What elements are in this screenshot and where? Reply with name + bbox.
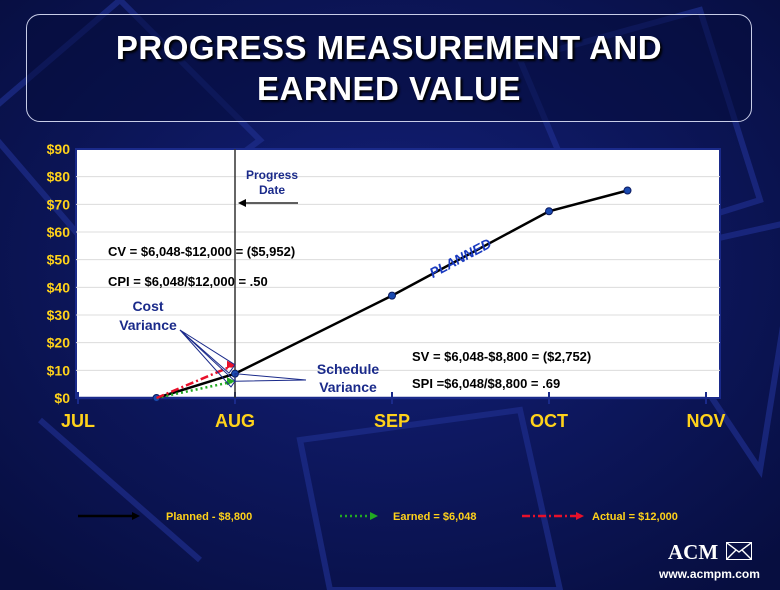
schedule-variance-label: Schedule [317, 361, 379, 377]
acm-logo-text: ACM [668, 540, 719, 564]
y-tick-label: $80 [47, 169, 71, 185]
cost-variance-label: Cost [132, 298, 163, 314]
progress-date-label: Date [259, 183, 285, 197]
series-line-dashdot [156, 363, 236, 400]
cost-variance-label: Variance [119, 317, 177, 333]
planned-data-point [388, 291, 396, 300]
y-tick-label: $50 [47, 252, 71, 268]
progress-date-arrowhead [238, 199, 246, 207]
series-arrowhead [227, 377, 235, 386]
y-tick-label: $40 [47, 279, 71, 295]
legend-swatch-arrow [576, 512, 584, 520]
y-tick-label: $30 [47, 307, 71, 323]
spi-formula: SPI =$6,048/$8,800 = .69 [412, 376, 560, 391]
cost-variance-callout [179, 329, 236, 374]
legend-label: Earned = $6,048 [393, 511, 476, 523]
y-tick-label: $0 [54, 390, 70, 406]
acm-logo: ACM [668, 540, 753, 565]
schedule-variance-label: Variance [319, 379, 377, 395]
planned-data-point [545, 207, 553, 216]
y-tick-label: $70 [47, 196, 71, 212]
cost-variance-callout [179, 329, 236, 388]
title-banner: PROGRESS MEASUREMENT AND EARNED VALUE [26, 14, 752, 122]
progress-date-label: Progress [246, 168, 298, 182]
x-tick-label: SEP [374, 411, 410, 431]
x-tick-label: OCT [530, 411, 568, 431]
schedule-variance-callout [234, 373, 307, 382]
slide-title-line-2: EARNED VALUE [257, 70, 521, 107]
series-line-dotted [156, 380, 236, 400]
legend-swatch-arrow [132, 512, 140, 520]
slide-title-line-1: PROGRESS MEASUREMENT AND [115, 29, 663, 66]
x-tick-label: AUG [215, 411, 255, 431]
cpi-formula: CPI = $6,048/$12,000 = .50 [108, 274, 268, 289]
y-tick-label: $20 [47, 335, 71, 351]
series-arrowhead [227, 360, 235, 369]
sv-formula: SV = $6,048-$8,800 = ($2,752) [412, 349, 591, 364]
cv-formula: CV = $6,048-$12,000 = ($5,952) [108, 244, 295, 259]
website-url: www.acmpm.com [659, 567, 760, 581]
envelope-icon [726, 542, 753, 560]
x-tick-label: JUL [61, 411, 95, 431]
legend-label: Actual = $12,000 [592, 511, 678, 523]
legend-label: Planned - $8,800 [166, 511, 252, 523]
y-tick-label: $60 [47, 224, 71, 240]
legend-swatch-arrow [370, 512, 378, 520]
y-tick-label: $90 [47, 141, 71, 157]
y-tick-label: $10 [47, 362, 71, 378]
planned-data-point [623, 186, 632, 195]
x-tick-label: NOV [686, 411, 725, 431]
